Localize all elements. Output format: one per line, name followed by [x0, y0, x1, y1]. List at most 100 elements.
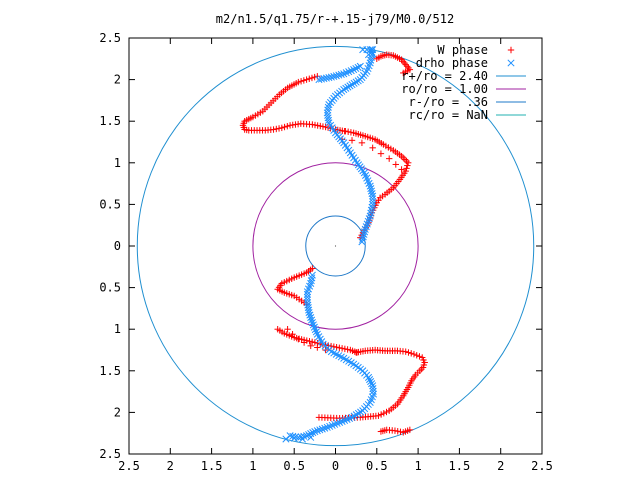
series-1-point-d2 — [363, 46, 371, 54]
series-1-point — [368, 380, 376, 388]
series-0 — [239, 51, 428, 436]
series-1-point-d2 — [350, 412, 358, 420]
x-tick-label: 0 — [332, 459, 339, 473]
series-1-point-d2 — [366, 212, 374, 220]
series-0-point — [398, 166, 405, 173]
series-1-point — [313, 427, 321, 435]
series-1-point — [342, 84, 350, 92]
series-0-point — [307, 342, 314, 350]
series-1-point-d2 — [323, 109, 331, 117]
series-1-point-d2 — [322, 74, 330, 82]
series-1-point-d2 — [340, 86, 348, 94]
series-1-point — [366, 375, 374, 384]
series-0-point — [295, 78, 302, 86]
series-1-point-d2 — [316, 426, 324, 434]
series-1-point-d2 — [348, 151, 356, 159]
series-0-point — [383, 408, 390, 416]
series-0-point — [404, 162, 411, 169]
series-1-point — [340, 70, 348, 78]
series-1-point-d2 — [332, 72, 340, 80]
series-0-point — [350, 129, 357, 137]
series-1-point-d2 — [367, 209, 375, 217]
series-1-point — [361, 228, 369, 236]
series-1-point — [303, 296, 311, 304]
series-1-point-d2 — [354, 63, 362, 71]
series-1-point-d2 — [328, 421, 336, 429]
series-1-point — [341, 416, 349, 424]
x-tick-label: 2 — [497, 459, 504, 473]
series-1-point-d2 — [328, 124, 336, 132]
legend-entry: W phase — [437, 43, 515, 57]
series-1-point — [354, 409, 363, 417]
series-1-point-d2 — [321, 424, 329, 432]
series-1-point-d2 — [367, 378, 375, 386]
series-1-point — [324, 103, 332, 111]
series-1-point — [369, 382, 377, 390]
series-1-point-d2 — [308, 274, 316, 282]
series-1-point-d2 — [366, 182, 374, 190]
legend-label: rc/ro = NaN — [409, 108, 488, 122]
series-0-point — [380, 410, 388, 417]
series-0-point — [406, 426, 414, 434]
series-1-point-d2 — [364, 177, 372, 185]
series-1-point — [354, 63, 362, 71]
series-0-point — [311, 339, 319, 346]
series-1-point — [367, 209, 375, 217]
x-tick-label: 2.5 — [531, 459, 553, 473]
series-1-point-d2 — [317, 75, 326, 83]
series-1-point-d2 — [324, 111, 332, 119]
series-1-point-d2 — [315, 333, 323, 341]
series-1-point — [344, 83, 352, 91]
reference-circle-0 — [136, 45, 535, 447]
series-1-point-d2 — [361, 228, 369, 236]
series-1-point-d2 — [311, 427, 319, 436]
series-0-point — [402, 167, 409, 175]
series-0-point — [286, 122, 294, 129]
series-1-point-d2 — [367, 206, 375, 214]
legend-label: W phase — [437, 43, 488, 57]
series-1-point — [308, 271, 316, 279]
series-1-point-d2 — [307, 316, 316, 324]
series-1-point — [323, 109, 331, 117]
series-0-point — [348, 137, 356, 144]
series-0-point — [408, 350, 415, 357]
series-0-point — [358, 139, 366, 147]
series-0-point — [347, 129, 355, 136]
series-1-point — [369, 390, 378, 398]
series-1-point — [303, 432, 311, 440]
series-1-point — [346, 82, 354, 90]
series-1-point-d2 — [326, 121, 335, 129]
series-1-point — [369, 200, 377, 208]
series-0-point — [344, 346, 351, 353]
series-0-point — [410, 350, 418, 358]
y-tick-label: 2 — [114, 405, 121, 419]
x-tick-label: 1 — [249, 459, 256, 473]
y-tick-label: 1 — [114, 322, 121, 336]
series-0-point — [308, 74, 316, 82]
y-tick-label: 2.5 — [99, 447, 121, 461]
series-1-point — [342, 69, 350, 77]
series-1-point-d2 — [368, 48, 376, 56]
series-1-point — [356, 62, 364, 70]
series-0-point — [405, 349, 412, 356]
series-1-point-d2 — [303, 290, 311, 299]
series-1-point — [303, 290, 311, 299]
series-1-point — [366, 212, 374, 220]
series-1-point-d2 — [318, 338, 326, 346]
series-1-point-d2 — [331, 420, 339, 428]
series-1-point — [282, 435, 290, 443]
series-1-point-d2 — [347, 67, 355, 75]
series-1-point-d2 — [340, 70, 348, 78]
series-1-point — [326, 422, 334, 430]
series-1-point-d2 — [350, 154, 358, 162]
series-1-point — [307, 277, 315, 285]
series-1-point-d2 — [336, 418, 344, 426]
series-1-point-d2 — [352, 411, 360, 419]
series-1-point — [311, 325, 319, 334]
y-tick-label: 1.5 — [99, 114, 121, 128]
series-1-point — [308, 274, 316, 282]
series-1-point-d2 — [362, 171, 370, 179]
series-1-point-d2 — [350, 79, 358, 87]
series-1-point-d2 — [333, 419, 341, 427]
series-1-point-d2 — [335, 71, 343, 79]
